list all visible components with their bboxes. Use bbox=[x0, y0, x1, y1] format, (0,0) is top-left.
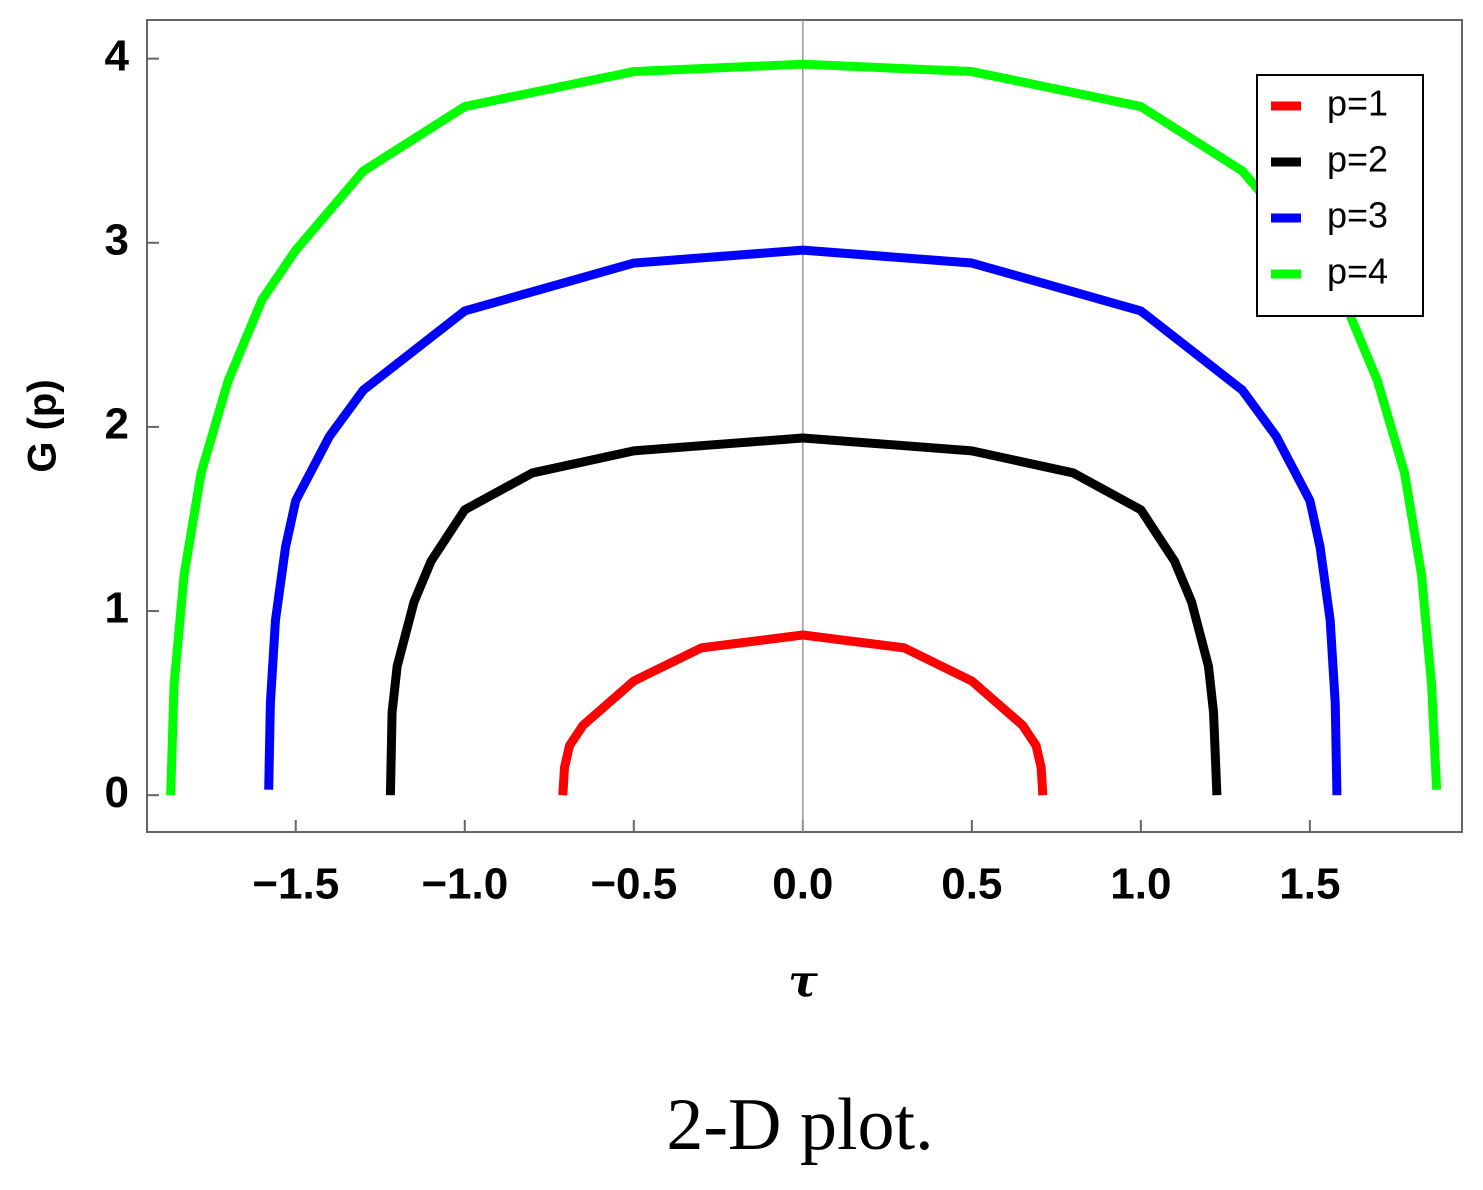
legend-label: p=2 bbox=[1327, 139, 1388, 180]
x-tick-label: 0.5 bbox=[941, 860, 1002, 909]
y-tick-label: 4 bbox=[105, 31, 130, 80]
legend: p=1 p=2 p=3 p=4 bbox=[1256, 74, 1424, 317]
series-line bbox=[264, 245, 1342, 796]
x-tick-label: 1.5 bbox=[1279, 860, 1340, 909]
caption: 2-D plot. bbox=[666, 1084, 933, 1166]
x-axis-label: τ bbox=[788, 957, 818, 1008]
legend-label: p=1 bbox=[1327, 83, 1388, 124]
x-tick-label: −1.5 bbox=[252, 860, 339, 909]
y-tick-label: 0 bbox=[105, 768, 129, 817]
y-tick-label: 2 bbox=[105, 400, 129, 449]
y-axis-label: G (p) bbox=[21, 379, 65, 472]
x-tick-label: −1.0 bbox=[421, 860, 508, 909]
y-tick-label: 3 bbox=[105, 215, 129, 264]
x-tick-label: 1.0 bbox=[1110, 860, 1171, 909]
series-line bbox=[166, 59, 1442, 796]
legend-label: p=3 bbox=[1327, 195, 1388, 236]
x-tick-label: −0.5 bbox=[590, 860, 677, 909]
x-tick-label: 0.0 bbox=[772, 860, 833, 909]
y-tick-label: 1 bbox=[105, 584, 129, 633]
legend-label: p=4 bbox=[1327, 251, 1388, 292]
series-line bbox=[558, 630, 1048, 796]
series-line bbox=[385, 433, 1222, 796]
